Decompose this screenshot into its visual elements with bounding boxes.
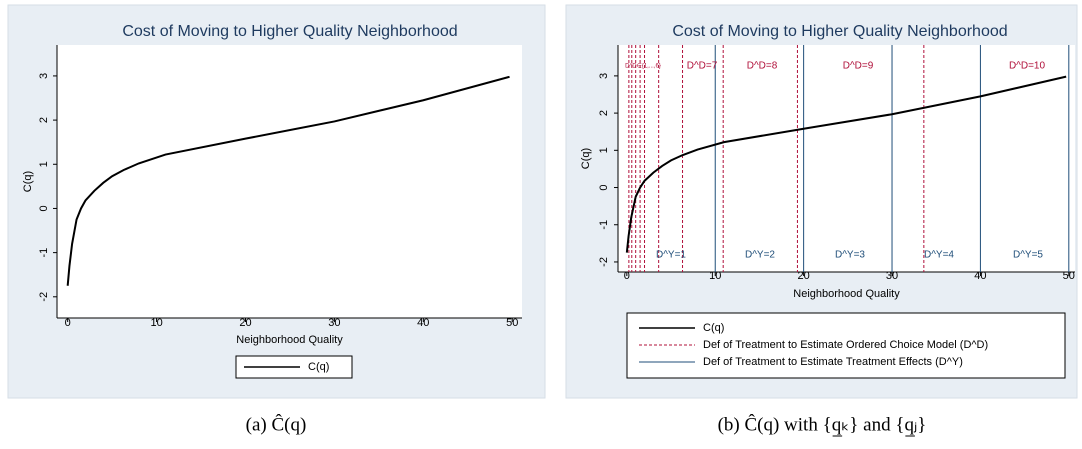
- line-series: [66, 75, 510, 286]
- x-tick-label: 20: [798, 270, 810, 282]
- x-tick-label: 20: [239, 317, 251, 329]
- y-tick-label: 3: [598, 73, 610, 79]
- y-tick-label: 3: [38, 73, 50, 79]
- chart-title: Cost of Moving to Higher Quality Neighbo…: [672, 23, 1007, 40]
- y-tick-label: 0: [598, 184, 610, 190]
- y-tick-label: 2: [38, 117, 50, 123]
- y-tick-label: -2: [598, 257, 610, 267]
- y-axis-label: C(q): [580, 148, 592, 169]
- line-series: [625, 75, 1067, 253]
- plot-area: [57, 45, 522, 318]
- y-tick-label: 2: [598, 110, 610, 116]
- annotation: D^D=8: [747, 61, 778, 72]
- x-tick-label: 50: [1063, 270, 1075, 282]
- y-tick-label: -1: [598, 220, 610, 230]
- x-tick-label: 0: [65, 317, 71, 329]
- x-tick-label: 30: [886, 270, 898, 282]
- annotation: D^Y=2: [745, 250, 775, 261]
- annotation: D^D∈{1,...,6}: [625, 63, 661, 70]
- annotation: D^Y=3: [835, 250, 865, 261]
- annotation: D^D=9: [843, 61, 874, 72]
- x-axis-label: Neighborhood Quality: [236, 334, 343, 346]
- x-tick-label: 50: [506, 317, 518, 329]
- x-tick-label: 40: [974, 270, 986, 282]
- legend-label: C(q): [703, 322, 724, 334]
- legend-label: Def of Treatment to Estimate Ordered Cho…: [703, 339, 988, 351]
- y-axis-label: C(q): [22, 171, 34, 192]
- chart-title: Cost of Moving to Higher Quality Neighbo…: [122, 23, 457, 40]
- y-tick-label: -2: [38, 292, 50, 302]
- annotation: D^Y=1: [656, 250, 686, 261]
- y-tick-label: 1: [38, 161, 50, 167]
- annotation: D^D=7: [687, 61, 718, 72]
- y-tick-label: 1: [598, 147, 610, 153]
- legend-label: C(q): [308, 361, 329, 373]
- caption: (b) Ĉ(q) with {q̲ₖ} and {q̲ⱼ}: [718, 413, 927, 437]
- y-tick-label: -1: [38, 248, 50, 258]
- caption: (a) Ĉ(q): [246, 413, 307, 435]
- x-tick-label: 10: [150, 317, 162, 329]
- x-tick-label: 30: [328, 317, 340, 329]
- plot-area: [618, 45, 1075, 272]
- legend-label: Def of Treatment to Estimate Treatment E…: [703, 356, 963, 368]
- annotation: D^Y=5: [1013, 250, 1043, 261]
- annotation: D^Y=4: [924, 250, 954, 261]
- x-tick-label: 40: [417, 317, 429, 329]
- annotation: D^D=10: [1009, 61, 1046, 72]
- y-tick-label: 0: [38, 205, 50, 211]
- x-tick-label: 0: [624, 270, 630, 282]
- x-tick-label: 10: [709, 270, 721, 282]
- x-axis-label: Neighborhood Quality: [793, 288, 900, 300]
- legend-box: [626, 312, 1066, 379]
